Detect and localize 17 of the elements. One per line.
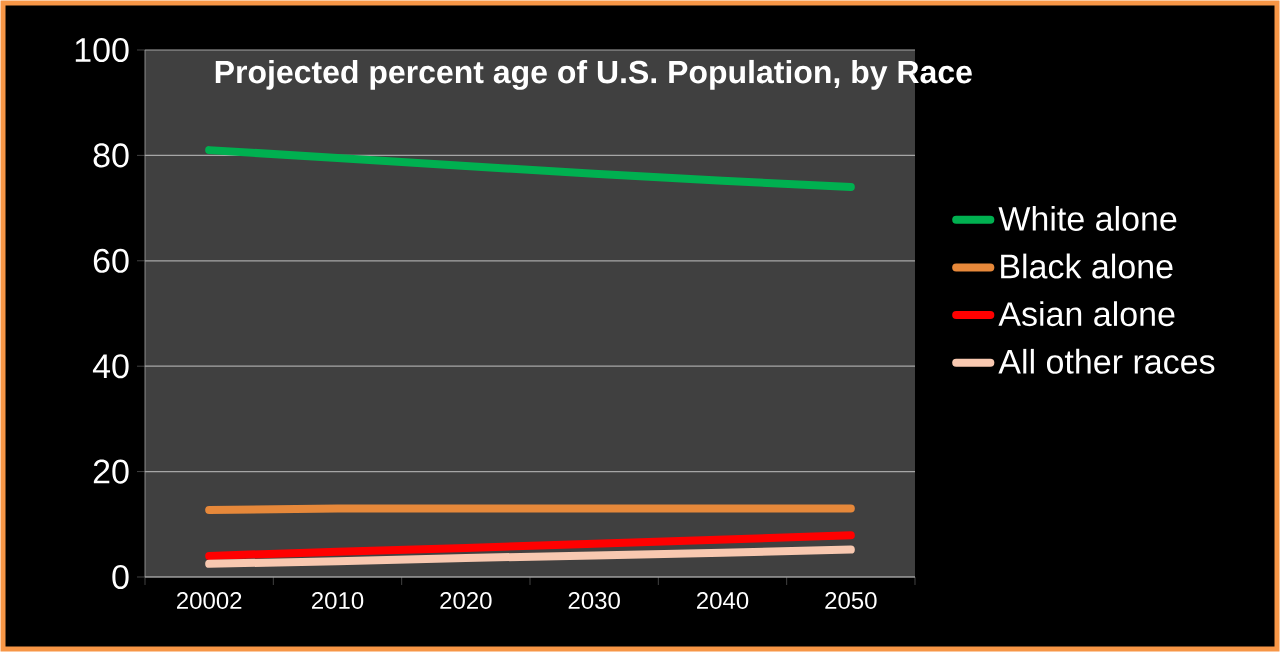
y-tick-label: 0 <box>112 564 129 590</box>
legend-label: All other races <box>998 348 1215 374</box>
y-tick-label: 40 <box>92 354 129 379</box>
x-tick-label: 2050 <box>825 592 877 610</box>
y-tick-label: 20 <box>93 459 129 484</box>
x-tick-label: 2040 <box>697 592 749 610</box>
chart-title: Projected percent age of U.S. Population, by Race <box>215 59 972 90</box>
legend-label: Asian alone <box>998 301 1175 327</box>
x-tick-label: 2030 <box>568 592 620 610</box>
x-tick-label: 20002 <box>177 592 242 610</box>
legend-label: Black alone <box>1001 253 1173 279</box>
x-tick-label: 2020 <box>440 592 492 610</box>
y-tick-label: 100 <box>75 37 129 63</box>
y-tick-label: 80 <box>93 143 129 168</box>
x-tick-label: 2010 <box>312 592 364 610</box>
y-tick-label: 60 <box>93 248 129 273</box>
legend-label: White alone <box>998 205 1177 231</box>
